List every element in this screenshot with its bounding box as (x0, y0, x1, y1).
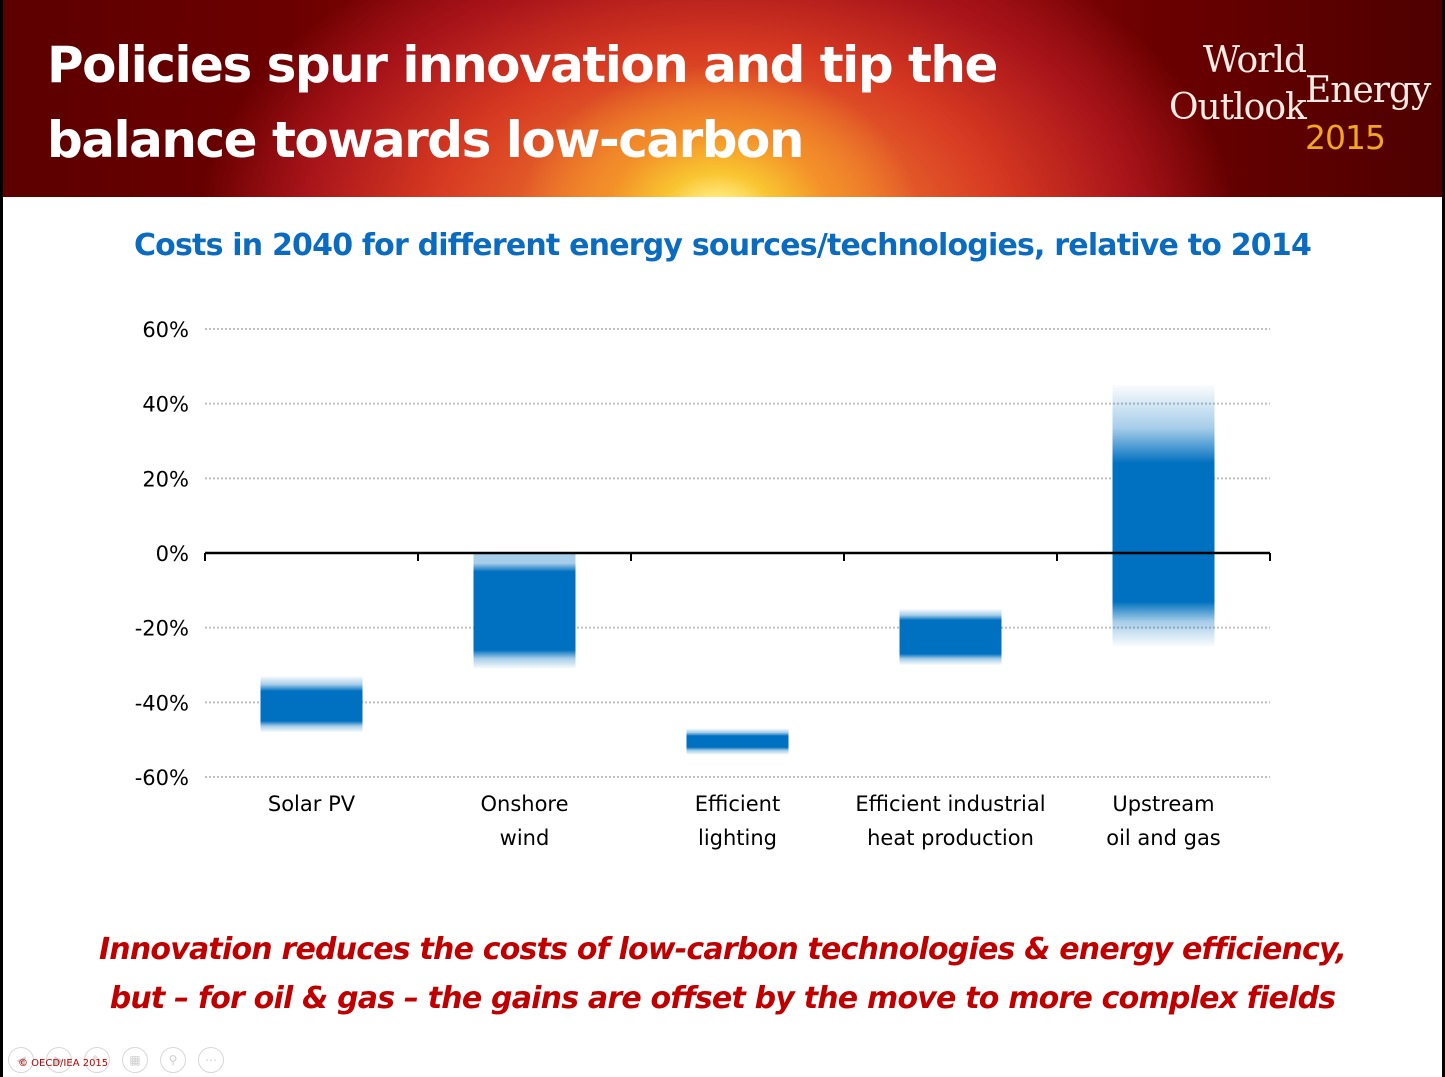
y-tick-label: 60% (142, 318, 189, 342)
slide-frame-left (0, 0, 3, 1077)
x-tick-label: oil and gas (1106, 826, 1221, 850)
y-tick-label: 40% (142, 393, 189, 417)
x-tick-label: Onshore (480, 792, 568, 816)
bar-efficient-lighting (686, 728, 789, 755)
y-tick-labels: 60% 40% 20% 0% -20% -40% -60% (135, 318, 189, 790)
previous-slide-button[interactable]: ◀ (8, 1047, 34, 1073)
logo-year: 2015 (1305, 118, 1386, 157)
x-tick-label: heat production (867, 826, 1034, 850)
slide-caption: Innovation reduces the costs of low-carb… (0, 925, 1445, 1023)
chart-title: Costs in 2040 for different energy sourc… (133, 228, 1312, 263)
more-options-button[interactable]: ⋯ (198, 1047, 224, 1073)
copyright: © OECD/IEA 2015 (18, 1058, 109, 1069)
next-icon: ▶ (54, 1053, 64, 1067)
logo-word-world: World (1203, 40, 1307, 81)
next-slide-button[interactable]: ▶ (46, 1047, 72, 1073)
slide-title: Policies spur innovation and tip the bal… (47, 28, 1047, 178)
bars (260, 385, 1215, 755)
pen-icon: ✎ (91, 1053, 103, 1067)
y-tick-label: -60% (135, 766, 189, 790)
slide-header: Policies spur innovation and tip the bal… (3, 0, 1442, 197)
see-all-slides-button[interactable]: ▦ (122, 1047, 148, 1073)
logo-word-energy: Energy (1305, 70, 1431, 111)
bar-efficient-industrial-heat-production (899, 609, 1002, 665)
caption-line2: but – for oil & gas – the gains are offs… (109, 981, 1336, 1016)
weo-logo: World Energy Outlook 2015 (1165, 40, 1435, 170)
y-tick-label: -40% (135, 691, 189, 715)
zoom-button[interactable]: ⚲ (160, 1047, 186, 1073)
caption-line1: Innovation reduces the costs of low-carb… (98, 932, 1347, 967)
x-tick-label: Efficient industrial (855, 792, 1045, 816)
x-axis (204, 551, 1271, 561)
logo-word-outlook: Outlook (1169, 87, 1307, 128)
more-icon: ⋯ (205, 1053, 217, 1067)
x-tick-label: Efficient (695, 792, 780, 816)
y-tick-label: 0% (156, 542, 189, 566)
chart: 60% 40% 20% 0% -20% -40% -60% Solar PV Onshore w… (135, 318, 1271, 850)
bar-upstream-oil-and-gas (1112, 385, 1215, 647)
y-tick-label: -20% (135, 617, 189, 641)
x-tick-label: Upstream (1112, 792, 1214, 816)
y-tick-label: 20% (142, 467, 189, 491)
slide-title-line2: balance towards low-carbon (47, 111, 804, 169)
gridlines (205, 328, 1270, 778)
bar-solar-pv (260, 676, 363, 733)
bar-onshore-wind (473, 553, 576, 669)
zoom-icon: ⚲ (168, 1053, 178, 1067)
x-tick-label: lighting (698, 826, 777, 850)
presentation-footer: ◀ ▶ ✎ ▦ ⚲ ⋯ © OECD/IEA 2015 (8, 1045, 238, 1077)
slides-icon: ▦ (129, 1053, 141, 1067)
slide-frame-right (1442, 0, 1445, 1077)
x-tick-label: Solar PV (268, 792, 356, 816)
x-tick-labels: Solar PV Onshore wind Efficient lighting Effi… (268, 792, 1221, 850)
previous-icon: ◀ (16, 1053, 26, 1067)
pen-button[interactable]: ✎ (84, 1047, 110, 1073)
slide-title-line1: Policies spur innovation and tip the (47, 36, 998, 94)
x-tick-label: wind (500, 826, 550, 850)
